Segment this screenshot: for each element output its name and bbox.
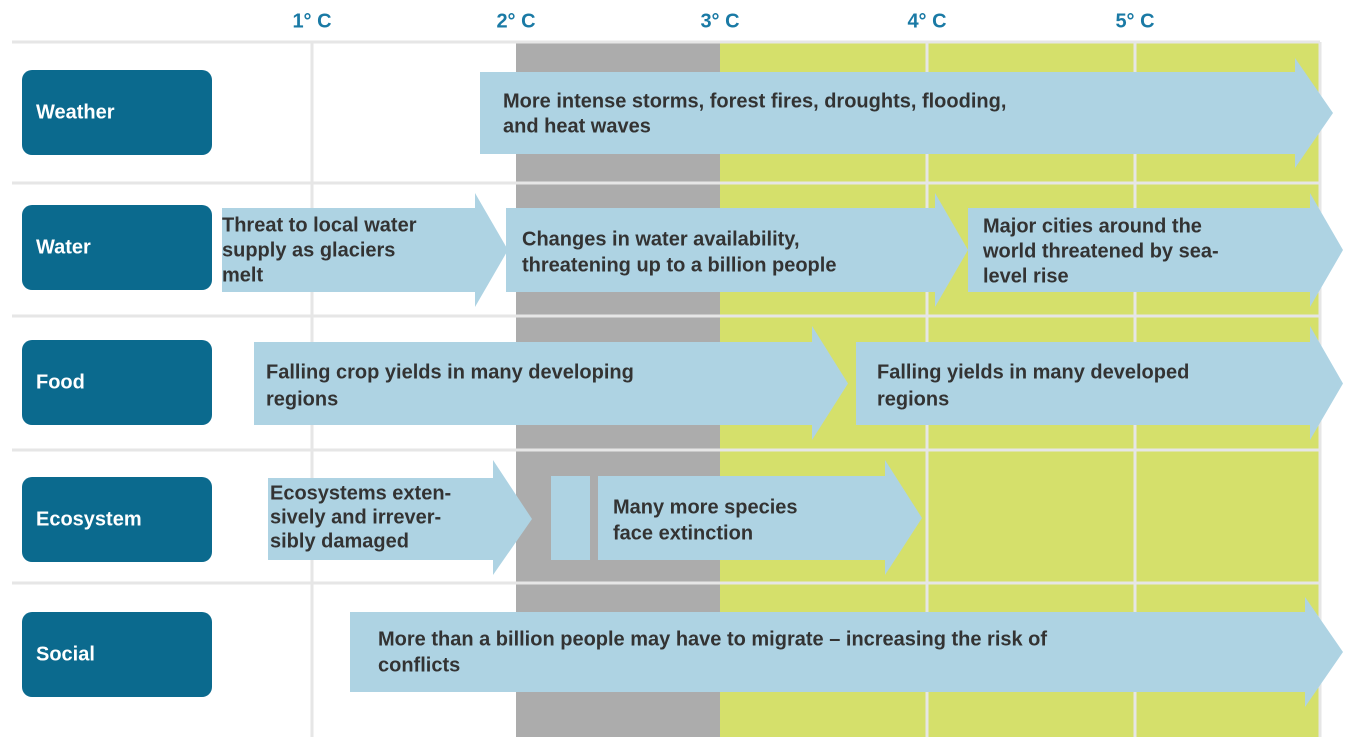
arrow-text: More than a billion people may have to m…: [378, 628, 1047, 650]
arrow-block: [551, 476, 590, 560]
row-label: Ecosystem: [36, 508, 142, 530]
arrow: [268, 460, 532, 575]
row-label-box: [22, 70, 212, 155]
arrow: [222, 193, 508, 307]
row-label: Water: [36, 236, 91, 258]
arrow-text: conflicts: [378, 654, 460, 676]
arrow-text: melt: [222, 264, 263, 286]
arrow-text: Threat to local water: [222, 214, 417, 236]
row-label: Social: [36, 643, 95, 665]
arrow-text: regions: [266, 388, 338, 410]
arrow: [350, 597, 1343, 707]
arrow: [254, 326, 848, 440]
temperature-label: 2° C: [496, 10, 535, 32]
arrow-text: Falling yields in many developed: [877, 361, 1189, 383]
arrow-text: Major cities around the: [983, 215, 1202, 237]
arrow-text: face extinction: [613, 522, 753, 544]
arrow-text: sively and irrever-: [270, 506, 441, 528]
arrow-text: Falling crop yields in many developing: [266, 361, 634, 383]
arrow-text: level rise: [983, 265, 1069, 287]
temperature-label: 5° C: [1115, 10, 1154, 32]
row-label: Weather: [36, 101, 115, 123]
arrow-text: Many more species: [613, 496, 798, 518]
row-label: Food: [36, 371, 85, 393]
temperature-label: 4° C: [907, 10, 946, 32]
arrow-text: regions: [877, 388, 949, 410]
arrow-text: threatening up to a billion people: [522, 254, 836, 276]
arrow-text: Ecosystems exten-: [270, 482, 451, 504]
arrow: [598, 460, 922, 575]
arrow: [856, 326, 1343, 440]
arrow: [506, 193, 968, 307]
arrow: [480, 58, 1333, 168]
temperature-label: 1° C: [292, 10, 331, 32]
row-label-box: [22, 612, 212, 697]
arrow-text: world threatened by sea-: [982, 240, 1219, 262]
arrow-text: and heat waves: [503, 115, 651, 137]
arrow-text: More intense storms, forest fires, droug…: [503, 90, 1006, 112]
arrow: [968, 193, 1343, 307]
arrow-text: supply as glaciers: [222, 239, 395, 261]
arrow-text: Changes in water availability,: [522, 228, 800, 250]
row-label-box: [22, 340, 212, 425]
arrow-text: sibly damaged: [270, 530, 409, 552]
temperature-label: 3° C: [700, 10, 739, 32]
row-label-box: [22, 205, 212, 290]
row-label-box: [22, 477, 212, 562]
